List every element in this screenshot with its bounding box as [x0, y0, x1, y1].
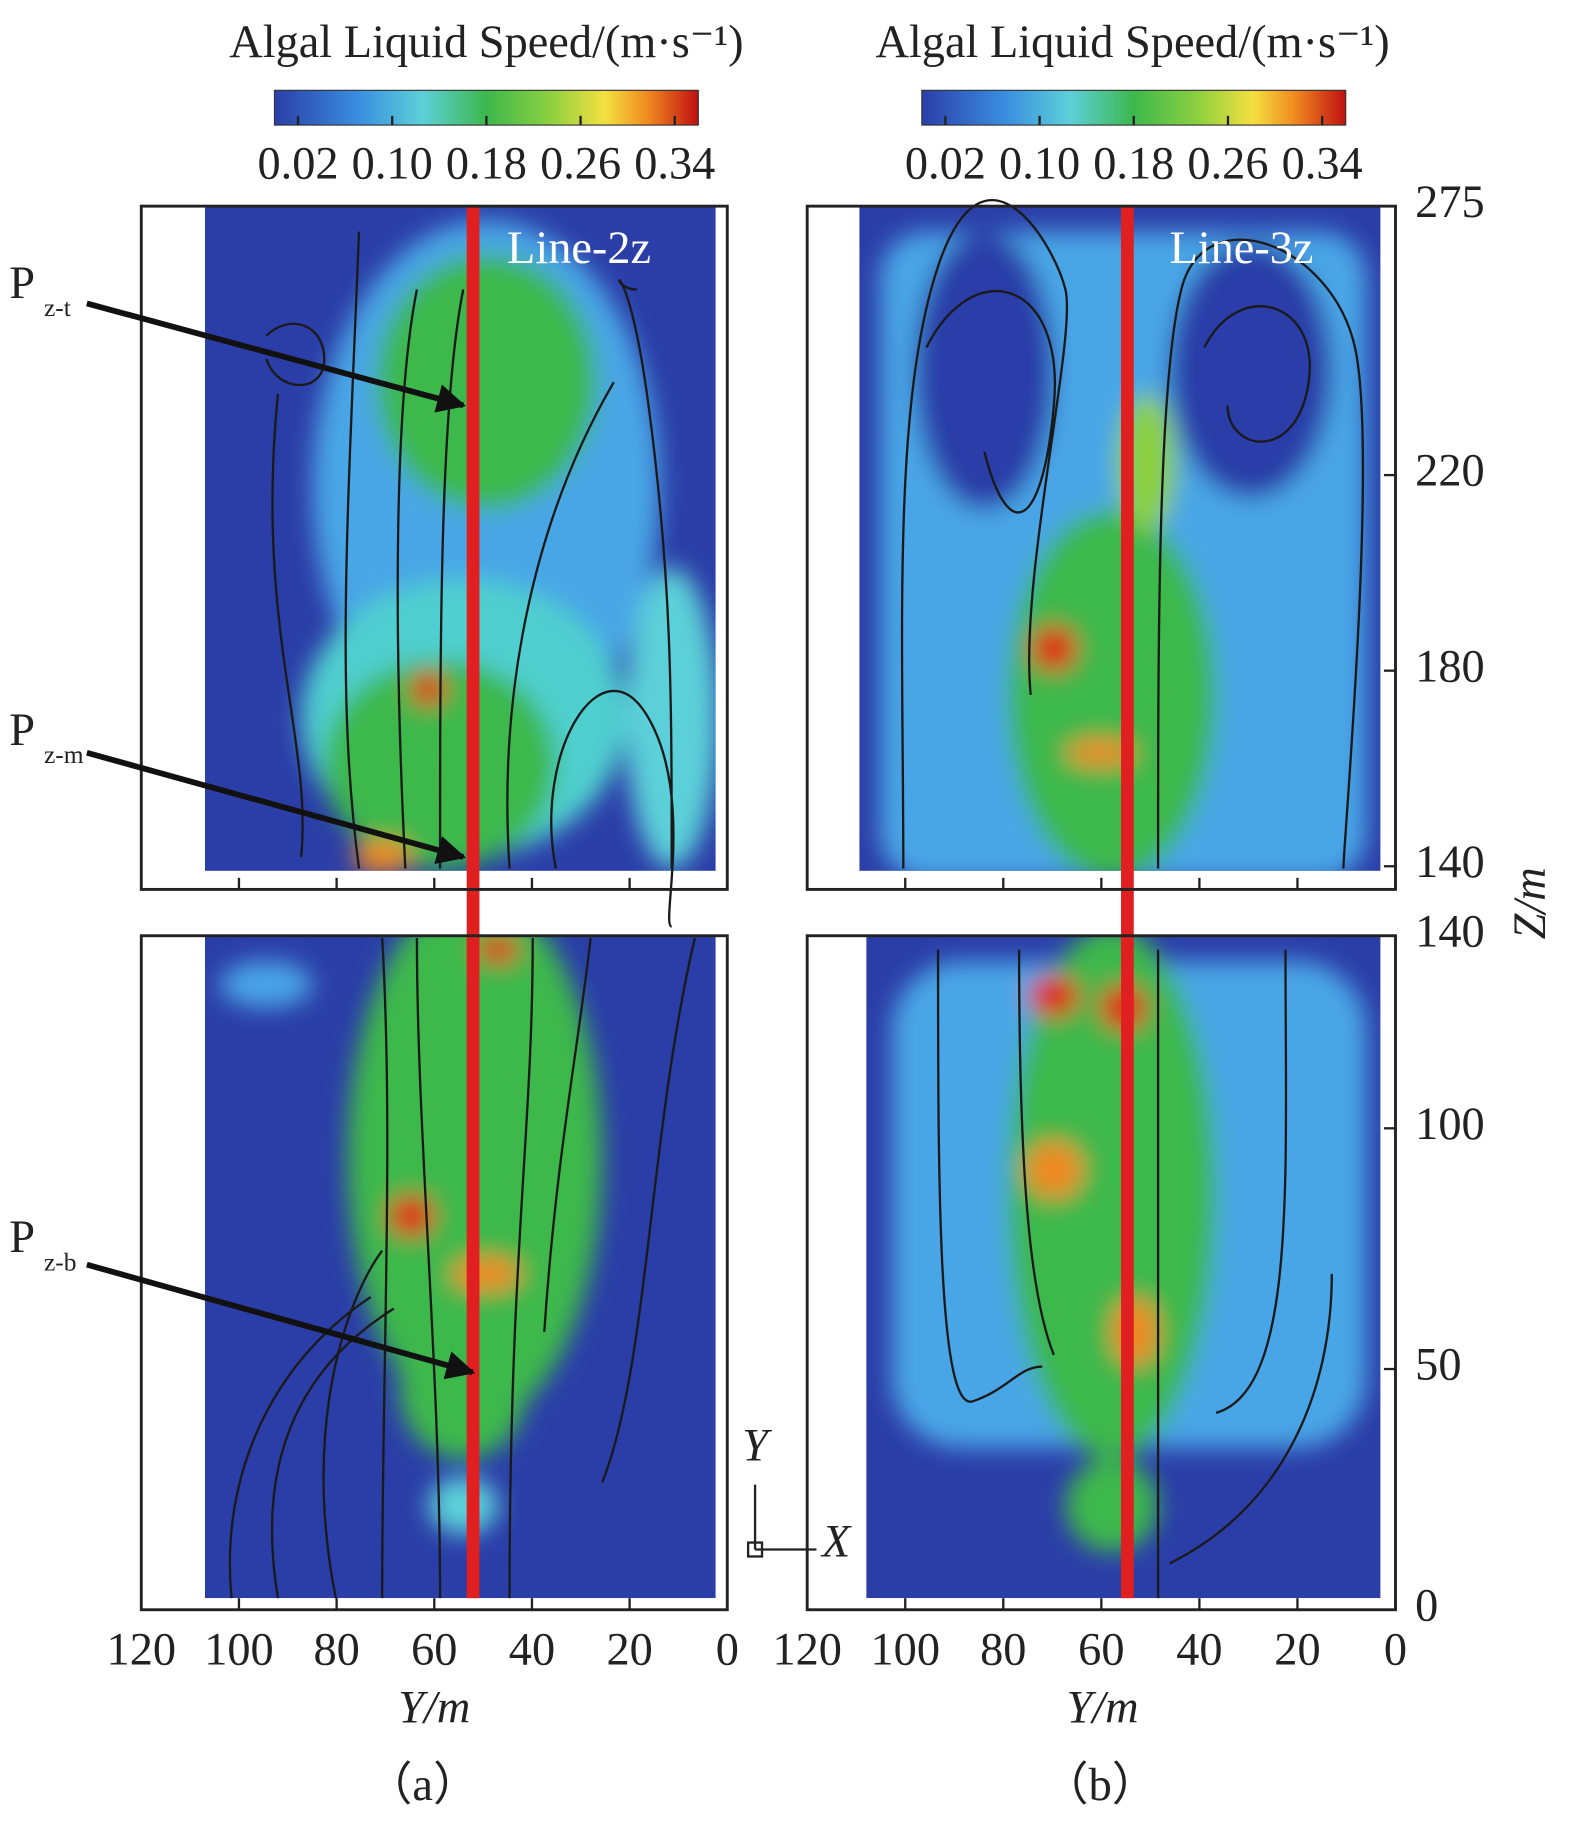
- arrow: [86, 300, 467, 413]
- axis-indicator-label: X: [820, 1517, 852, 1568]
- z-tick-label: 50: [1415, 1340, 1461, 1391]
- z-axis-label: Z/m: [1505, 867, 1556, 939]
- z-tick-label: 140: [1415, 906, 1484, 957]
- z-tick-label: 275: [1415, 177, 1484, 228]
- x-tick-label: 60: [1078, 1624, 1124, 1675]
- z-tick-label: 140: [1415, 837, 1484, 888]
- x-tick-label: 120: [107, 1624, 176, 1675]
- z-tick-label: 100: [1415, 1099, 1484, 1150]
- arrow: [86, 1261, 476, 1380]
- colorbar-title: Algal Liquid Speed/(m·s⁻¹): [875, 17, 1389, 68]
- x-tick-label: 80: [980, 1624, 1026, 1675]
- colorbar-tick-label: 0.10: [352, 139, 433, 190]
- annotation-label: P: [9, 258, 35, 309]
- x-tick-label: 0: [716, 1624, 739, 1675]
- annotations: P z-t P z-m P z-b: [9, 258, 476, 1380]
- colorbar-tick-label: 0.18: [446, 139, 527, 190]
- colorbar-tick-label: 0.26: [540, 139, 621, 190]
- colorbar-tick-label: 0.10: [999, 139, 1080, 190]
- x-tick-label: 60: [411, 1624, 457, 1675]
- caption: （a）: [366, 1760, 479, 1811]
- annotation-sub: z-t: [44, 293, 71, 322]
- colorbar-tick-label: 0.02: [905, 139, 986, 190]
- x-tick-label: 40: [1176, 1624, 1222, 1675]
- x-axis-label: Y/m: [1066, 1682, 1138, 1733]
- colorbar-tick-label: 0.18: [1093, 139, 1174, 190]
- colorbar-tick-label: 0.26: [1187, 139, 1268, 190]
- x-tick-label: 80: [313, 1624, 359, 1675]
- line-2z: [466, 206, 480, 1599]
- z-tick-label: 0: [1415, 1580, 1438, 1631]
- z-tick-label: 220: [1415, 446, 1484, 497]
- axis-indicator: Y X: [742, 1421, 852, 1568]
- annotation-label: P: [9, 705, 35, 756]
- x-axis-label: Y/m: [398, 1682, 470, 1733]
- colorbar-tick-label: 0.34: [1282, 139, 1363, 190]
- colorbar-tick-label: 0.34: [634, 139, 715, 190]
- x-tick-label: 120: [772, 1624, 841, 1675]
- annotation-label: P: [9, 1212, 35, 1263]
- speed-field: [204, 935, 716, 1599]
- x-tick-label: 20: [1274, 1624, 1320, 1675]
- annotation-sub: z-b: [44, 1247, 77, 1276]
- axis-indicator-label: Y: [742, 1421, 772, 1472]
- x-tick-label: 20: [606, 1624, 652, 1675]
- speed-field: [204, 206, 716, 871]
- caption: （b）: [1042, 1760, 1158, 1811]
- speed-field: [859, 206, 1381, 871]
- x-tick-label: 40: [509, 1624, 555, 1675]
- arrow: [86, 749, 467, 864]
- z-tick-label: 180: [1415, 641, 1484, 692]
- colorbar-title: Algal Liquid Speed/(m·s⁻¹): [229, 17, 743, 68]
- x-tick-label: 0: [1384, 1624, 1407, 1675]
- colorbar-tick-label: 0.02: [257, 139, 338, 190]
- line-label: Line-2z: [507, 223, 651, 274]
- line-3z: [1121, 206, 1134, 1599]
- line-label: Line-3z: [1169, 223, 1313, 274]
- annotation-sub: z-m: [44, 740, 84, 769]
- streamlines: [228, 199, 1365, 1599]
- x-tick-label: 100: [204, 1624, 273, 1675]
- x-tick-label: 100: [871, 1624, 940, 1675]
